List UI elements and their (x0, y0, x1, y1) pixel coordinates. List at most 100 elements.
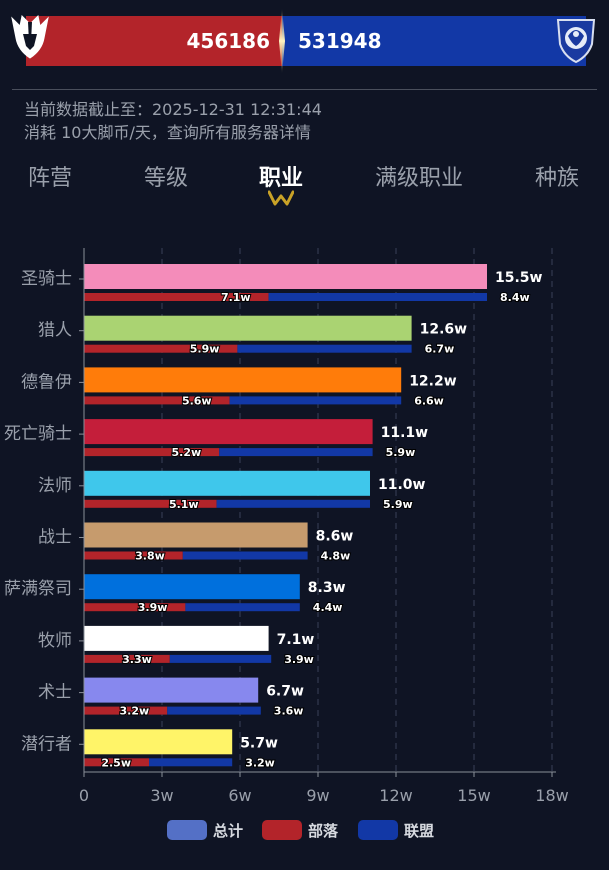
horde-bar (84, 448, 220, 457)
tab-level[interactable]: 等级 (143, 166, 189, 191)
legend-item-total[interactable]: 总计 (167, 818, 243, 842)
legend-label-alliance: 联盟 (404, 821, 435, 840)
horde-value-label: 2.5w (101, 756, 131, 769)
tab-race[interactable]: 种族 (534, 166, 580, 191)
x-tick-label: 15w (457, 786, 490, 805)
total-bar (84, 574, 300, 600)
category-label: 法师 (38, 476, 72, 496)
legend-label-total: 总计 (213, 821, 244, 840)
horde-bar (84, 706, 168, 715)
horde-value-label: 3.3w (122, 653, 152, 666)
horde-bar (84, 293, 269, 301)
x-tick-label: 3w (150, 786, 173, 805)
total-bar (84, 419, 373, 445)
alliance-value-label: 5.9w (386, 446, 416, 459)
alliance-bar (216, 499, 370, 508)
category-label: 潜行者 (21, 734, 72, 754)
legend-swatch-total (167, 820, 207, 840)
legend-swatch-alliance (358, 820, 398, 840)
horde-bar (84, 499, 217, 508)
horde-value-label: 3.9w (138, 601, 168, 614)
tab-class[interactable]: 职业 (258, 160, 304, 206)
x-tick-label: 6w (228, 786, 251, 805)
horde-bar (84, 344, 238, 353)
x-tick-label: 18w (535, 786, 568, 805)
alliance-value-label: 6.6w (414, 394, 444, 407)
horde-emblem-icon (11, 14, 49, 59)
alliance-bar (167, 706, 261, 715)
chart-legend: 总计 部落 联盟 (0, 818, 609, 842)
legend-label-horde: 部落 (308, 821, 339, 840)
total-value-label: 11.0w (378, 477, 426, 493)
category-label: 萨满祭司 (4, 579, 72, 599)
legend-item-alliance[interactable]: 联盟 (358, 818, 434, 842)
category-label: 死亡骑士 (4, 424, 72, 444)
total-bar (84, 522, 308, 548)
alliance-bar (182, 551, 308, 560)
horde-bar (84, 551, 183, 560)
x-tick-label: 0 (79, 786, 89, 805)
horde-value-label: 5.6w (182, 394, 212, 407)
tab-faction[interactable]: 阵营 (27, 166, 73, 191)
tab-max-level-class[interactable]: 满级职业 (374, 166, 464, 191)
alliance-value-label: 3.6w (274, 705, 304, 718)
alliance-emblem-icon (556, 19, 596, 64)
total-value-label: 6.7w (266, 684, 304, 700)
alliance-value-label: 6.7w (425, 343, 455, 356)
header-separator (12, 89, 597, 90)
alliance-bar (185, 603, 300, 612)
alliance-value-label: 8.4w (500, 291, 530, 304)
alliance-value-label: 5.9w (383, 498, 413, 511)
horde-value-label: 5.2w (172, 446, 202, 459)
horde-bar (84, 758, 149, 767)
total-bar (84, 729, 233, 755)
horde-value-label: 3.8w (135, 550, 165, 563)
total-value-label: 12.2w (409, 373, 457, 389)
alliance-bar (169, 654, 272, 663)
horde-value-label: 5.9w (190, 343, 220, 356)
divider-spark-icon (279, 8, 285, 74)
data-cutoff-text: 当前数据截止至：2025-12-31 12:31:44 (24, 100, 322, 119)
category-label: 牧师 (38, 631, 72, 651)
category-label: 战士 (38, 528, 72, 548)
data-info: 当前数据截止至：2025-12-31 12:31:44 消耗 10大脚币/天，查… (24, 98, 322, 144)
total-value-label: 8.6w (316, 529, 354, 545)
pricing-info-text: 消耗 10大脚币/天，查询所有服务器详情 (24, 123, 311, 142)
horde-bar (84, 603, 186, 612)
x-tick-label: 9w (306, 786, 329, 805)
alliance-bar (149, 758, 233, 767)
category-label: 德鲁伊 (21, 372, 72, 392)
horde-count: 456186 (186, 29, 271, 53)
total-bar (84, 625, 269, 651)
active-tab-indicator-icon (267, 190, 294, 206)
faction-total-bar: 456186 531948 (26, 8, 586, 74)
legend-item-horde[interactable]: 部落 (262, 818, 338, 842)
total-value-label: 12.6w (420, 322, 468, 338)
class-distribution-chart: 15.5w 7.1w 8.4w 12.6w 5.9w 6.7w 12.2w 5.6w 6.6w 1… (4, 248, 569, 805)
horde-value-label: 7.1w (221, 291, 251, 304)
horde-value-label: 3.2w (120, 705, 150, 718)
chart-labels: 15.5w 7.1w 8.4w 12.6w 5.9w 6.7w 12.2w 5.6w 6.6w 1… (100, 270, 543, 770)
total-value-label: 11.1w (381, 425, 429, 441)
alliance-value-label: 3.2w (245, 756, 275, 769)
horde-bar (84, 396, 230, 405)
chart-axes: 0 3w 6w 9w 12w 15w 18w 圣骑士猎人德鲁伊死亡骑士法师战士萨满祭司牧师术士… (4, 248, 569, 805)
alliance-value-label: 4.4w (313, 601, 343, 614)
alliance-total-segment: 531948 (282, 16, 586, 66)
alliance-bar (229, 396, 402, 405)
total-value-label: 7.1w (277, 632, 315, 648)
total-value-label: 15.5w (495, 270, 543, 286)
total-bar (84, 470, 370, 496)
total-bar (84, 677, 259, 703)
category-label: 术士 (38, 683, 72, 703)
total-value-label: 5.7w (240, 735, 278, 751)
alliance-bar (268, 293, 487, 301)
tab-class-label: 职业 (258, 166, 304, 191)
alliance-value-label: 3.9w (284, 653, 314, 666)
total-bar (84, 264, 487, 289)
total-bar (84, 367, 402, 393)
alliance-value-label: 4.8w (321, 550, 351, 563)
chart-bars (84, 264, 487, 767)
x-tick-label: 12w (379, 786, 412, 805)
total-value-label: 8.3w (308, 580, 346, 596)
